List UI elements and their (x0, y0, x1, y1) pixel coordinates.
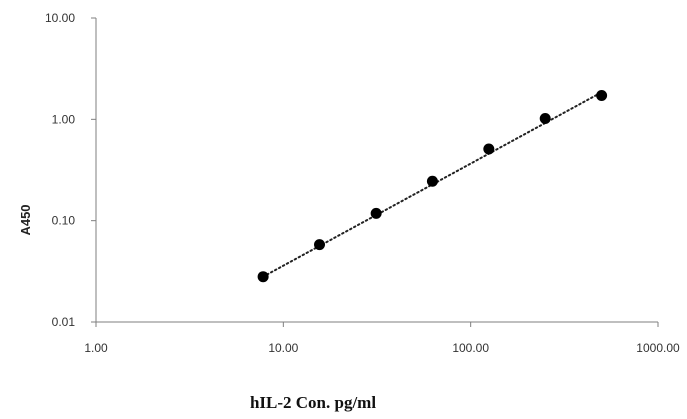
y-ticks: 0.01 0.10 1.00 10.00 (45, 11, 96, 329)
data-point (257, 271, 269, 283)
x-ticks: 1.00 10.00 100.00 1000.00 (84, 322, 680, 355)
x-axis-title: hIL-2 Con. pg/ml (250, 393, 376, 412)
y-tick-label: 0.01 (52, 315, 76, 329)
y-tick-label: 1.00 (52, 112, 76, 126)
data-point (596, 89, 608, 101)
y-tick-label: 10.00 (45, 11, 75, 25)
data-point (370, 207, 382, 219)
y-tick-label: 0.10 (52, 214, 76, 228)
data-point (483, 143, 495, 155)
x-tick-label: 1.00 (84, 341, 108, 355)
x-tick-label: 100.00 (452, 341, 489, 355)
data-point (539, 112, 551, 124)
data-points (257, 89, 608, 283)
data-point (314, 239, 326, 251)
data-point (426, 175, 438, 187)
y-axis-title: A450 (18, 204, 33, 235)
x-tick-label: 10.00 (268, 341, 298, 355)
x-tick-label: 1000.00 (636, 341, 680, 355)
axes (95, 18, 658, 323)
